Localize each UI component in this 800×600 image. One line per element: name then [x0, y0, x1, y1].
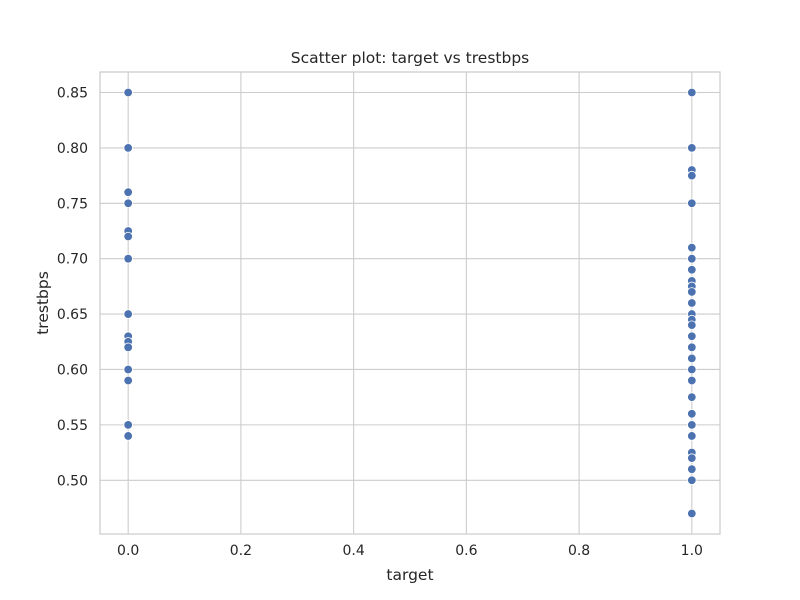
y-tick-labels: 0.50 0.55 0.60 0.65 0.70 0.75 0.80 0.85	[57, 85, 88, 489]
data-point	[687, 87, 697, 98]
x-tick-label: 0.6	[455, 543, 477, 559]
data-point	[123, 364, 133, 375]
data-point	[123, 342, 133, 353]
data-point	[687, 198, 697, 208]
y-tick-label: 0.70	[57, 252, 88, 268]
y-tick-label: 0.65	[57, 307, 88, 323]
data-point	[687, 420, 697, 430]
data-point	[687, 464, 697, 474]
data-point	[687, 265, 697, 275]
y-tick-label: 0.55	[57, 418, 88, 434]
data-point	[687, 298, 697, 308]
data-point	[687, 143, 697, 153]
data-point	[123, 198, 133, 208]
x-tick-label: 0.2	[230, 543, 252, 559]
x-tick-label: 0.8	[568, 543, 590, 559]
data-point	[687, 475, 697, 485]
x-tick-label: 0.4	[343, 543, 365, 559]
y-axis-label: trestbps	[34, 271, 52, 335]
data-point	[123, 253, 133, 264]
y-tick-label: 0.85	[57, 85, 88, 101]
grid-lines	[100, 72, 720, 534]
data-point	[123, 375, 133, 386]
data-point	[123, 87, 133, 98]
data-point	[123, 309, 133, 319]
data-point	[123, 431, 133, 441]
data-point	[687, 353, 697, 364]
data-point	[687, 508, 697, 519]
chart-title: Scatter plot: target vs trestbps	[291, 49, 530, 67]
y-tick-label: 0.60	[57, 362, 88, 378]
data-point	[687, 453, 697, 463]
data-point	[687, 364, 697, 375]
x-tick-label: 0.0	[117, 543, 139, 559]
data-point	[687, 331, 697, 341]
data-point	[687, 431, 697, 441]
data-point	[687, 409, 697, 419]
y-tick-label: 0.75	[57, 196, 88, 212]
plot-area-frame	[99, 71, 721, 535]
x-axis-label: target	[386, 566, 433, 584]
data-point	[687, 320, 697, 330]
data-point	[687, 287, 697, 297]
x-tick-labels: 0.0 0.2 0.4 0.6 0.8 1.0	[117, 543, 703, 559]
data-point	[687, 392, 697, 402]
y-tick-label: 0.50	[57, 473, 88, 489]
data-point	[123, 143, 133, 153]
data-points	[123, 87, 697, 519]
y-tick-label: 0.80	[57, 141, 88, 157]
data-point	[687, 170, 697, 181]
data-point	[687, 253, 697, 264]
data-point	[123, 187, 133, 197]
data-point	[687, 242, 697, 253]
data-point	[123, 231, 133, 242]
data-point	[687, 375, 697, 386]
data-point	[687, 342, 697, 353]
x-tick-label: 1.0	[681, 543, 703, 559]
data-point	[123, 420, 133, 430]
